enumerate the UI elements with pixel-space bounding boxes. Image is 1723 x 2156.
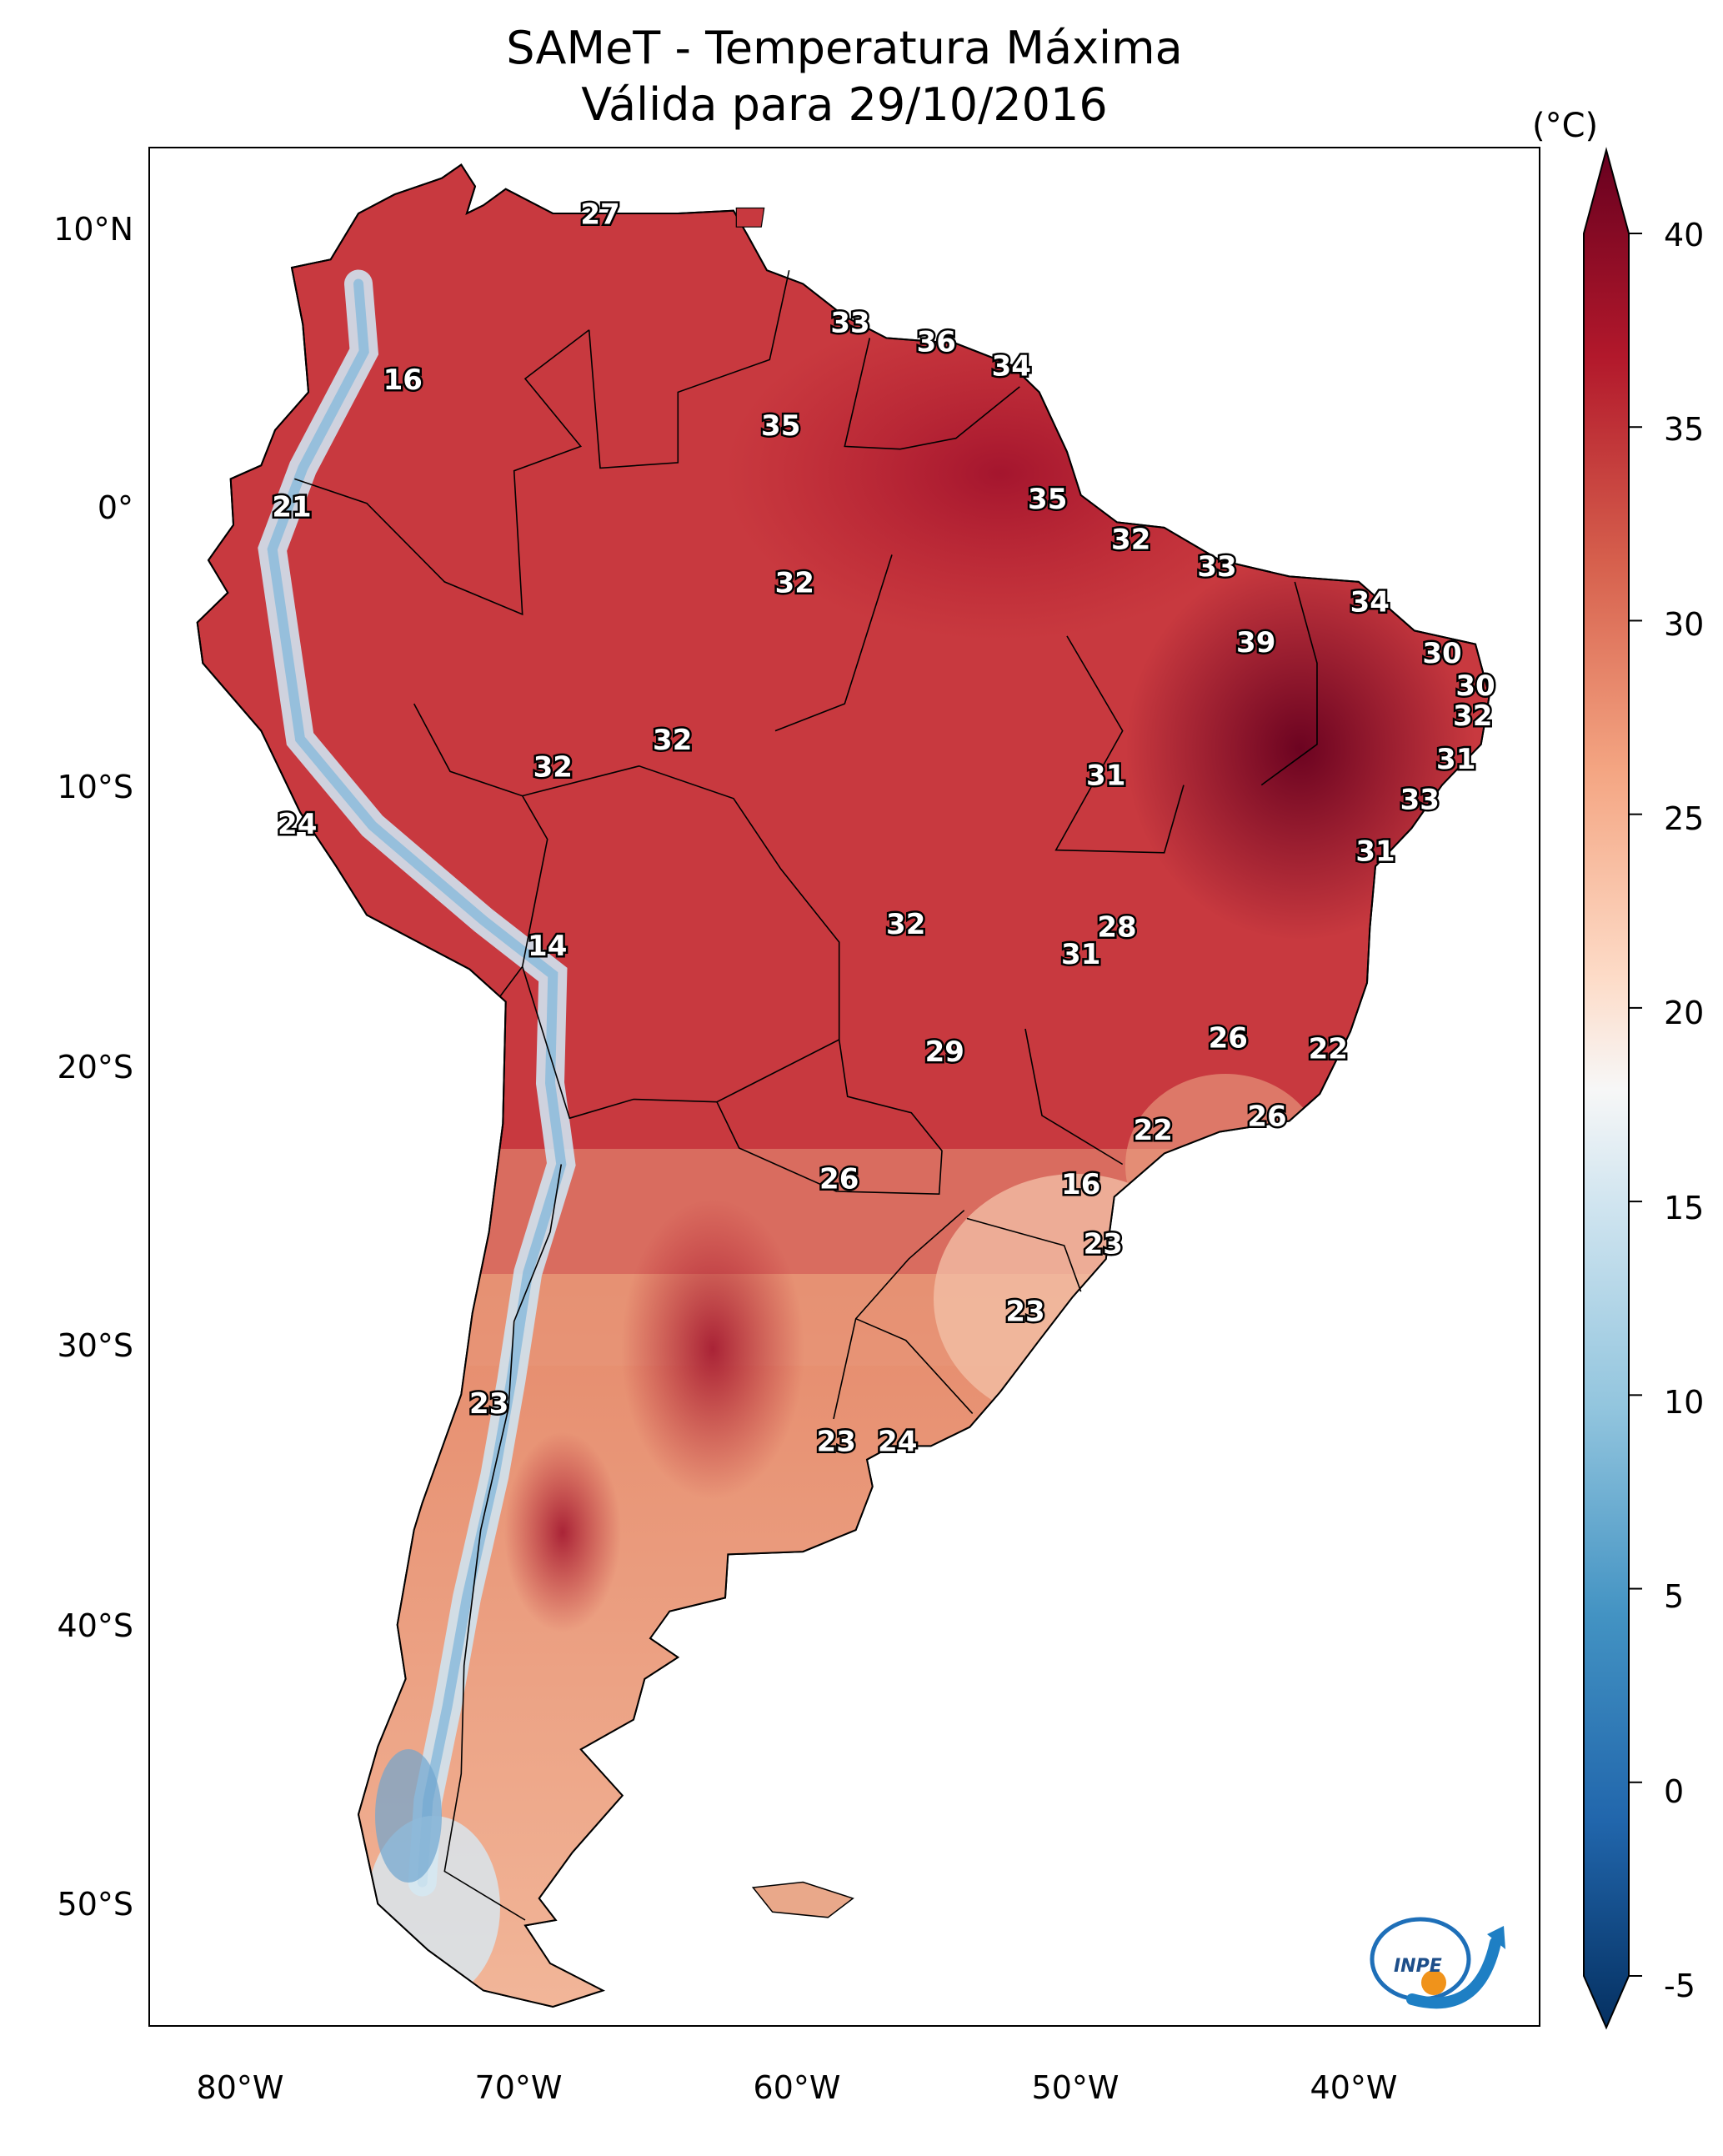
temperature-label: 22	[1134, 1114, 1173, 1147]
temperature-label: 31	[1436, 743, 1475, 776]
colorbar-tick-25: 25	[1664, 800, 1705, 837]
border-line	[1260, 581, 1318, 786]
colorbar-unit: (°C)	[1532, 107, 1599, 145]
border-line	[716, 1039, 943, 1196]
temperature-label: 35	[1028, 483, 1067, 516]
colorbar-tick-10: 10	[1664, 1384, 1705, 1421]
temperature-label: 23	[1084, 1228, 1123, 1261]
border-line	[833, 1210, 965, 1420]
temperature-label: 21	[272, 491, 311, 524]
map-subtitle-date: Válida para 29/10/2016	[581, 78, 1108, 131]
border-line	[855, 1317, 974, 1414]
temperature-label: 26	[819, 1163, 859, 1196]
colorbar	[1583, 147, 1642, 2030]
border-line	[294, 329, 590, 616]
border-line	[413, 703, 548, 997]
temperature-label: 29	[925, 1035, 964, 1069]
lat-label-40s: 40°S	[57, 1607, 133, 1644]
border-line	[588, 270, 790, 469]
temperature-label: 32	[886, 908, 925, 941]
temperature-label: 30	[1455, 669, 1495, 703]
temperature-label: 24	[878, 1426, 917, 1459]
temperature-label: 32	[533, 751, 573, 785]
lon-label-40w: 40°W	[1310, 2069, 1398, 2106]
temperature-label: 36	[917, 325, 956, 358]
temperature-label: 22	[1309, 1033, 1348, 1066]
inpe-logo: INPE	[1370, 1917, 1505, 2009]
border-line	[774, 554, 893, 732]
border-line	[1054, 635, 1185, 854]
colorbar-tick-35: 35	[1664, 411, 1705, 448]
temperature-label: 32	[653, 724, 692, 757]
temperature-label: 28	[1097, 910, 1136, 944]
lon-label-50w: 50°W	[1031, 2069, 1119, 2106]
temperature-label: 24	[278, 808, 317, 841]
temperature-label: 32	[1453, 699, 1492, 733]
temperature-label: 26	[1209, 1022, 1248, 1055]
colorbar-tick-40: 40	[1664, 217, 1705, 253]
temperature-label: 26	[1247, 1101, 1286, 1134]
lat-label-0: 0°	[97, 489, 133, 526]
border-line	[844, 338, 1020, 450]
temperature-label: 23	[817, 1426, 856, 1459]
border-line	[1024, 1028, 1124, 1166]
coastline	[196, 163, 1490, 2008]
map-title: SAMeT - Temperatura Máxima	[506, 22, 1183, 74]
temperature-label: 27	[580, 198, 619, 232]
temperature-label: 34	[992, 350, 1031, 384]
temperature-label: 31	[1086, 759, 1125, 792]
temperature-label: 32	[775, 567, 814, 600]
temperature-label: 31	[1355, 835, 1395, 868]
temperature-label: 16	[1061, 1168, 1100, 1201]
lon-label-60w: 60°W	[753, 2069, 841, 2106]
temperature-label: 35	[761, 409, 800, 443]
border-line	[521, 765, 840, 1120]
temperature-label: 23	[469, 1387, 508, 1421]
temperature-label: 34	[1350, 585, 1390, 619]
temperature-label: 23	[1005, 1296, 1044, 1329]
map-panel[interactable]: 27 16 33 36 34 35 21 35 32 33 32 34 39 30 30 32 32 32 31 31…	[148, 147, 1540, 2027]
national-borders	[294, 270, 1318, 1921]
lon-label-70w: 70°W	[474, 2069, 563, 2106]
falkland-islands	[751, 1881, 854, 1918]
lat-label-20s: 20°S	[57, 1049, 133, 1086]
colorbar-tick-0: 0	[1664, 1773, 1685, 1810]
temperature-label: 14	[528, 930, 567, 963]
lat-label-10s: 10°S	[57, 769, 133, 805]
lat-label-10n: 10°N	[53, 211, 133, 248]
border-line	[966, 1217, 1082, 1292]
lon-label-80w: 80°W	[196, 2069, 284, 2106]
trinidad-island	[735, 207, 765, 228]
temperature-label: 39	[1236, 626, 1275, 659]
lat-label-50s: 50°S	[57, 1886, 133, 1923]
colorbar-tick-minus5: -5	[1664, 1968, 1695, 2004]
colorbar-tick-20: 20	[1664, 995, 1705, 1031]
temperature-label: 33	[830, 307, 869, 340]
lat-label-30s: 30°S	[57, 1327, 133, 1364]
colorbar-tick-5: 5	[1664, 1578, 1685, 1615]
colorbar-tick-30: 30	[1664, 606, 1705, 643]
temperature-label: 16	[383, 364, 423, 397]
border-line	[443, 1164, 563, 1921]
colorbar-tick-15: 15	[1664, 1190, 1705, 1226]
temperature-label: 32	[1111, 524, 1150, 557]
temperature-label: 31	[1061, 938, 1100, 971]
svg-text:INPE: INPE	[1394, 1956, 1442, 1977]
temperature-label: 33	[1197, 550, 1236, 584]
temperature-label: 30	[1422, 637, 1461, 670]
temperature-label: 33	[1400, 784, 1440, 817]
